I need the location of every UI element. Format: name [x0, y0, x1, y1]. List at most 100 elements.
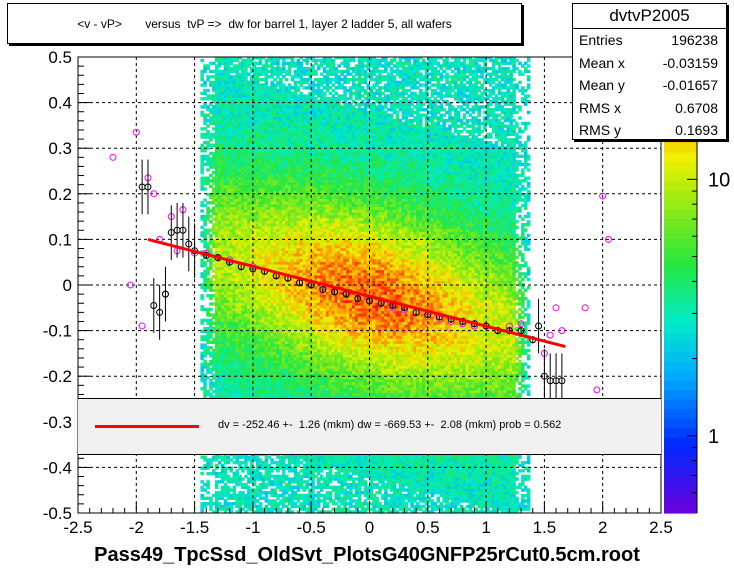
heatmap-cell	[267, 253, 272, 257]
heatmap-cell	[252, 253, 257, 257]
heatmap-cell	[209, 296, 213, 301]
heatmap-cell	[217, 151, 222, 156]
heatmap-cell	[229, 362, 234, 366]
heatmap-cell	[264, 121, 269, 126]
heatmap-cell	[247, 335, 251, 339]
heatmap-cell	[217, 316, 222, 320]
heatmap-cell	[238, 110, 242, 115]
heatmap-cell	[235, 209, 239, 213]
heatmap-cell	[209, 97, 213, 101]
heatmap-cell	[261, 477, 266, 481]
heatmap-cell	[264, 463, 269, 468]
heatmap-cell	[247, 121, 251, 126]
heatmap-cell	[235, 146, 239, 150]
heatmap-cell	[261, 181, 266, 186]
heatmap-cell	[209, 165, 213, 169]
heatmap-cell	[270, 225, 274, 230]
heatmap-cell	[250, 149, 254, 153]
heatmap-cell	[258, 332, 263, 336]
heatmap-cell	[232, 67, 237, 71]
heatmap-cell	[229, 307, 234, 312]
heatmap-cell	[223, 190, 228, 194]
heatmap-cell	[255, 477, 260, 481]
heatmap-cell	[250, 69, 254, 74]
heatmap-cell	[223, 337, 228, 342]
heatmap-cell	[264, 165, 269, 169]
heatmap-cell	[270, 171, 274, 175]
heatmap-cell	[247, 496, 251, 500]
heatmap-cell	[235, 368, 239, 372]
heatmap-cell	[270, 261, 274, 265]
heatmap-cell	[258, 335, 263, 339]
heatmap-cell	[255, 244, 260, 249]
heatmap-cell	[212, 206, 216, 210]
heatmap-cell	[261, 354, 266, 358]
heatmap-cell	[209, 472, 213, 476]
heatmap-cell	[264, 69, 269, 74]
heatmap-cell	[267, 318, 272, 323]
heatmap-cell	[261, 157, 266, 161]
heatmap-cell	[261, 244, 266, 249]
heatmap-cell	[258, 138, 263, 142]
heatmap-cell	[270, 190, 274, 194]
heatmap-cell	[261, 154, 266, 158]
heatmap-cell	[261, 165, 266, 169]
heatmap-cell	[250, 469, 254, 473]
heatmap-cell	[226, 395, 231, 399]
heatmap-cell	[232, 496, 237, 500]
heatmap-cell	[252, 206, 257, 210]
heatmap-cell	[244, 288, 248, 292]
heatmap-cell	[217, 496, 222, 500]
heatmap-cell	[250, 187, 254, 191]
heatmap-cell	[261, 387, 266, 391]
heatmap-cell	[267, 321, 272, 325]
heatmap-cell	[206, 214, 210, 219]
heatmap-cell	[270, 102, 274, 106]
heatmap-cell	[264, 78, 269, 82]
heatmap-cell	[206, 321, 210, 325]
heatmap-cell	[217, 242, 222, 246]
heatmap-cell	[255, 302, 260, 306]
heatmap-cell	[244, 91, 248, 96]
heatmap-cell	[232, 461, 237, 465]
heatmap-cell	[220, 389, 225, 394]
heatmap-cell	[226, 132, 231, 137]
heatmap-cell	[226, 266, 231, 271]
heatmap-cell	[215, 280, 219, 284]
heatmap-cell	[232, 113, 237, 117]
heatmap-cell	[270, 384, 274, 388]
heatmap-cell	[217, 472, 222, 476]
heatmap-cell	[258, 307, 263, 312]
heatmap-cell	[223, 474, 228, 479]
heatmap-cell	[258, 482, 263, 487]
heatmap-cell	[235, 94, 239, 98]
heatmap-cell	[244, 261, 248, 265]
heatmap-cell	[235, 149, 239, 153]
heatmap-cell	[229, 83, 234, 87]
heatmap-cell	[261, 217, 266, 221]
heatmap-cell	[215, 171, 219, 175]
heatmap-cell	[200, 283, 204, 287]
heatmap-cell	[215, 310, 219, 314]
heatmap-cell	[215, 99, 219, 104]
heatmap-cell	[229, 127, 234, 131]
heatmap-cell	[238, 168, 242, 172]
heatmap-cell	[252, 69, 257, 74]
heatmap-cell	[223, 357, 228, 361]
heatmap-cell	[220, 247, 225, 251]
heatmap-cell	[238, 321, 242, 325]
heatmap-cell	[223, 88, 228, 93]
heatmap-cell	[232, 310, 237, 314]
heatmap-cell	[267, 365, 272, 369]
heatmap-cell	[215, 463, 219, 468]
heatmap-cell	[203, 504, 207, 509]
heatmap-cell	[223, 242, 228, 246]
heatmap-cell	[258, 233, 263, 238]
heatmap-cell	[258, 359, 263, 364]
heatmap-cell	[200, 58, 204, 63]
heatmap-cell	[229, 154, 234, 158]
heatmap-cell	[241, 102, 245, 106]
heatmap-cell	[270, 250, 274, 254]
heatmap-cell	[206, 329, 210, 334]
heatmap-cell	[250, 154, 254, 158]
